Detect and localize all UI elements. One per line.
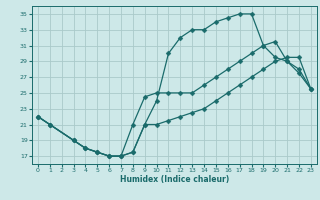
X-axis label: Humidex (Indice chaleur): Humidex (Indice chaleur) (120, 175, 229, 184)
